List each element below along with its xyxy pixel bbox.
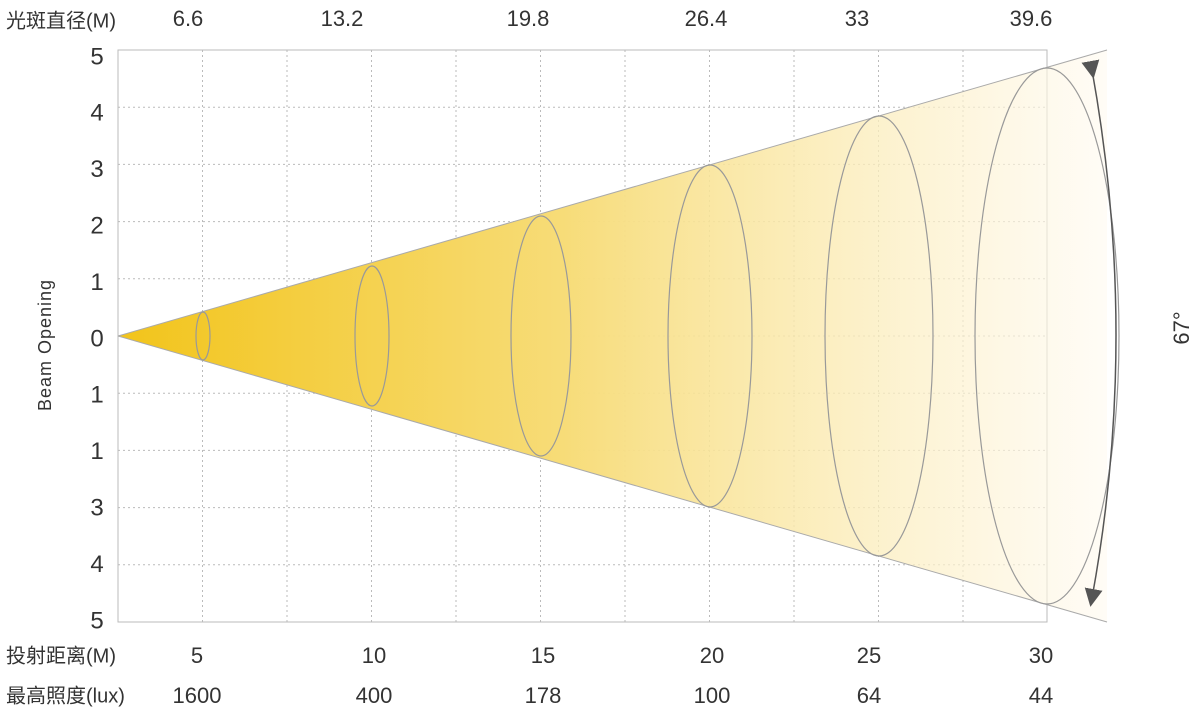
lux: 44 [1029, 683, 1053, 708]
axis-title: Beam Opening [35, 279, 55, 411]
lux: 1600 [173, 683, 222, 708]
spot-diameter: 13.2 [321, 6, 364, 31]
lux: 178 [525, 683, 562, 708]
lux: 400 [356, 683, 393, 708]
beam-spot [667, 164, 753, 508]
y-label: 3 [90, 495, 103, 522]
y-label: 3 [90, 156, 103, 183]
distance: 25 [857, 643, 881, 668]
beam-spot [510, 215, 572, 457]
lux: 64 [857, 683, 881, 708]
distance: 30 [1029, 643, 1053, 668]
angle-arc [1081, 59, 1117, 607]
distance: 20 [700, 643, 724, 668]
y-label: 2 [90, 213, 103, 240]
y-label: 5 [90, 43, 103, 70]
row-title: 光斑直径(M) [6, 9, 116, 32]
beam-edge [117, 335, 1108, 623]
y-label: 1 [90, 269, 103, 296]
beam-spot [195, 311, 211, 361]
y-label: 4 [90, 100, 103, 127]
spot-diameter: 39.6 [1010, 6, 1053, 31]
spot-diameter: 19.8 [507, 6, 550, 31]
y-label: 0 [90, 325, 103, 352]
spot-diameter: 6.6 [173, 6, 204, 31]
y-label: 4 [90, 551, 103, 578]
spot-diameter: 33 [845, 6, 869, 31]
y-label: 5 [90, 607, 103, 634]
lux: 100 [694, 683, 731, 708]
distance: 10 [362, 643, 386, 668]
beam-spot [824, 115, 934, 557]
beam-edge [117, 49, 1108, 337]
beam-spot [974, 67, 1120, 605]
row-title: 最高照度(lux) [6, 684, 125, 707]
beam-cone [118, 50, 1107, 622]
angle-label: 67° [1169, 311, 1194, 344]
y-label: 1 [90, 382, 103, 409]
distance: 5 [191, 643, 203, 668]
y-label: 1 [90, 438, 103, 465]
spot-diameter: 26.4 [685, 6, 728, 31]
beam-spot [354, 265, 390, 407]
distance: 15 [531, 643, 555, 668]
row-title: 投射距离(M) [6, 644, 116, 667]
